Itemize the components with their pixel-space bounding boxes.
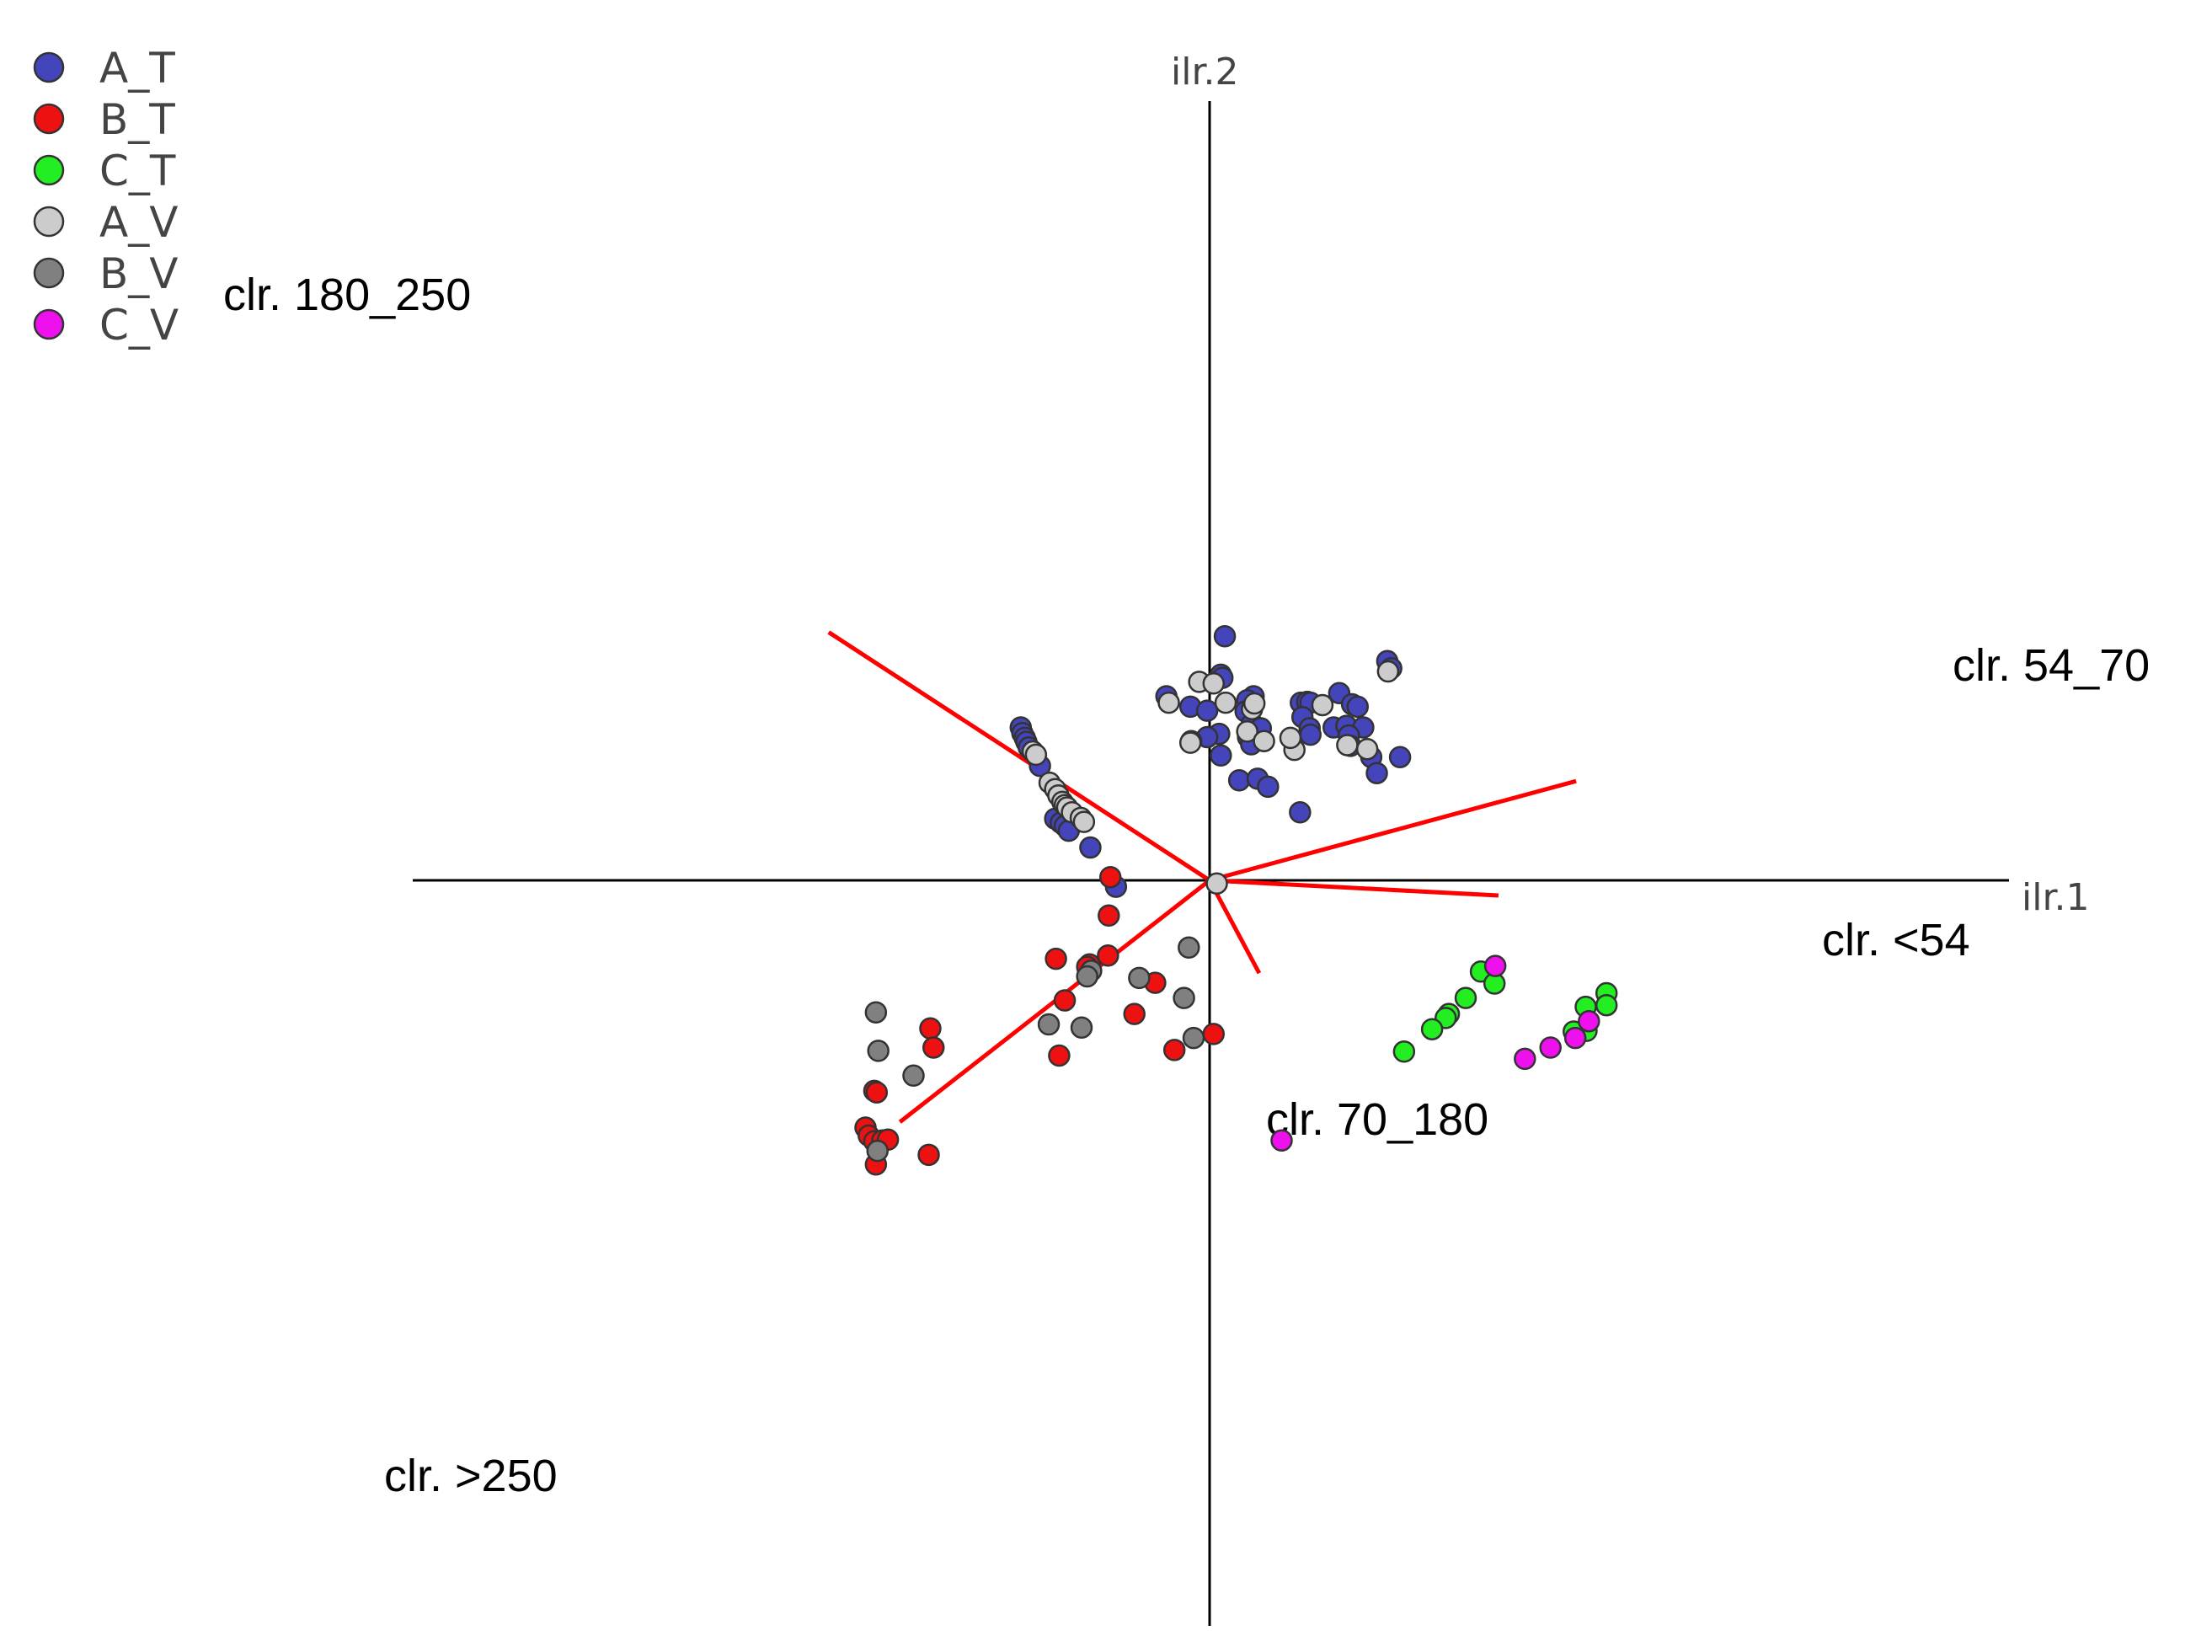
point-b-t [1045,947,1067,970]
legend-marker-b-t [33,103,65,135]
point-a-t [1257,775,1280,799]
point-b-t [1162,1039,1186,1061]
point-b-t [1123,1002,1146,1025]
point-b-v [867,1040,890,1062]
point-b-v [1037,1013,1061,1036]
legend-label-a-v: A_V [99,198,178,247]
legend-marker-a-v [33,206,65,238]
point-b-v [1178,936,1200,960]
point-a-v [1279,726,1302,750]
point-c-v [1483,954,1507,977]
point-a-v [1157,691,1180,714]
point-a-t [1227,769,1251,792]
legend-label-c-v: C_V [99,301,179,350]
point-c-t [1392,1040,1416,1063]
point-b-v [864,1001,888,1024]
point-a-t [1289,801,1312,824]
loading-label-clr-54: clr. <54 [1822,915,1970,965]
point-b-t [1098,904,1120,928]
point-a-v [1376,660,1400,683]
point-a-v [1024,743,1048,767]
point-c-v [1539,1036,1562,1059]
point-b-t [865,1081,889,1104]
point-b-v [902,1064,925,1088]
point-b-t [1053,989,1077,1012]
point-a-v [1336,734,1359,756]
point-c-v [1270,1129,1293,1152]
point-a-v [1253,730,1275,752]
point-a-v [1236,720,1258,743]
point-a-t [1365,762,1388,784]
point-c-t [1420,1018,1444,1040]
point-b-t [919,1017,942,1040]
point-a-t [1210,744,1232,767]
legend-label-b-t: B_T [99,95,175,144]
point-a-v [1214,691,1237,714]
point-c-v [1578,1009,1600,1033]
legend: A_TB_TC_TA_VB_VC_V [33,44,179,350]
point-a-v [1242,692,1266,715]
legend-label-b-v: B_V [99,249,179,298]
series-c-t [1392,960,1618,1063]
point-a-t [1195,699,1219,722]
point-a-v [1072,810,1096,833]
y-axis-title: ilr.2 [1171,51,1238,94]
point-b-v [1070,1016,1093,1040]
point-b-t [917,1143,940,1167]
point-b-t [1097,944,1119,967]
series-a-v [1021,660,1400,896]
point-b-v [866,1139,889,1163]
scatter-points [854,625,1618,1176]
point-c-t [1595,993,1618,1017]
point-c-v [1514,1047,1536,1071]
series-b-v [864,936,1205,1163]
point-b-t [1098,865,1122,889]
point-a-t [1079,836,1102,859]
point-a-t [1346,695,1369,719]
point-b-v [1182,1026,1205,1050]
point-a-t [1213,625,1237,648]
series-c-v [1270,954,1600,1152]
point-a-v [1355,737,1379,761]
point-a-v [1205,872,1228,896]
legend-marker-c-t [33,154,65,186]
axes: ilr.1 ilr.2 [413,51,2089,1626]
legend-marker-a-t [33,51,65,83]
loading-vector-clr-180-250 [827,630,1211,883]
point-a-v [1178,731,1202,754]
legend-marker-c-v [33,308,65,340]
point-a-v [1311,693,1334,717]
loading-label-clr-180-250: clr. 180_250 [223,270,471,320]
point-b-v [1076,965,1098,988]
point-b-t [1202,1023,1225,1045]
loading-vectors: clr. 180_250 clr. 54_70 clr. <54 clr. 70_18… [223,270,2150,1501]
loading-label-clr-70-180: clr. 70_180 [1266,1094,1488,1145]
legend-label-a-t: A_T [99,44,175,93]
point-b-t [1048,1044,1071,1067]
loading-vector-clr-54 [1209,878,1499,898]
legend-label-c-t: C_T [99,147,176,195]
point-a-t [1299,723,1322,746]
point-b-t [922,1036,945,1059]
point-c-t [1454,986,1477,1009]
loading-vector-clr-70-180 [1207,879,1262,975]
loading-vector-clr-54-70 [1209,778,1577,883]
point-a-t [1388,746,1412,768]
loading-label-clr-54-70: clr. 54_70 [1953,640,2150,691]
point-a-v [1202,672,1225,695]
point-c-v [1563,1026,1587,1050]
x-axis-title: ilr.1 [2022,876,2089,919]
point-b-v [1173,986,1195,1009]
legend-marker-b-v [33,257,65,289]
point-b-v [1128,966,1151,990]
loading-label-clr-250: clr. >250 [384,1451,558,1501]
